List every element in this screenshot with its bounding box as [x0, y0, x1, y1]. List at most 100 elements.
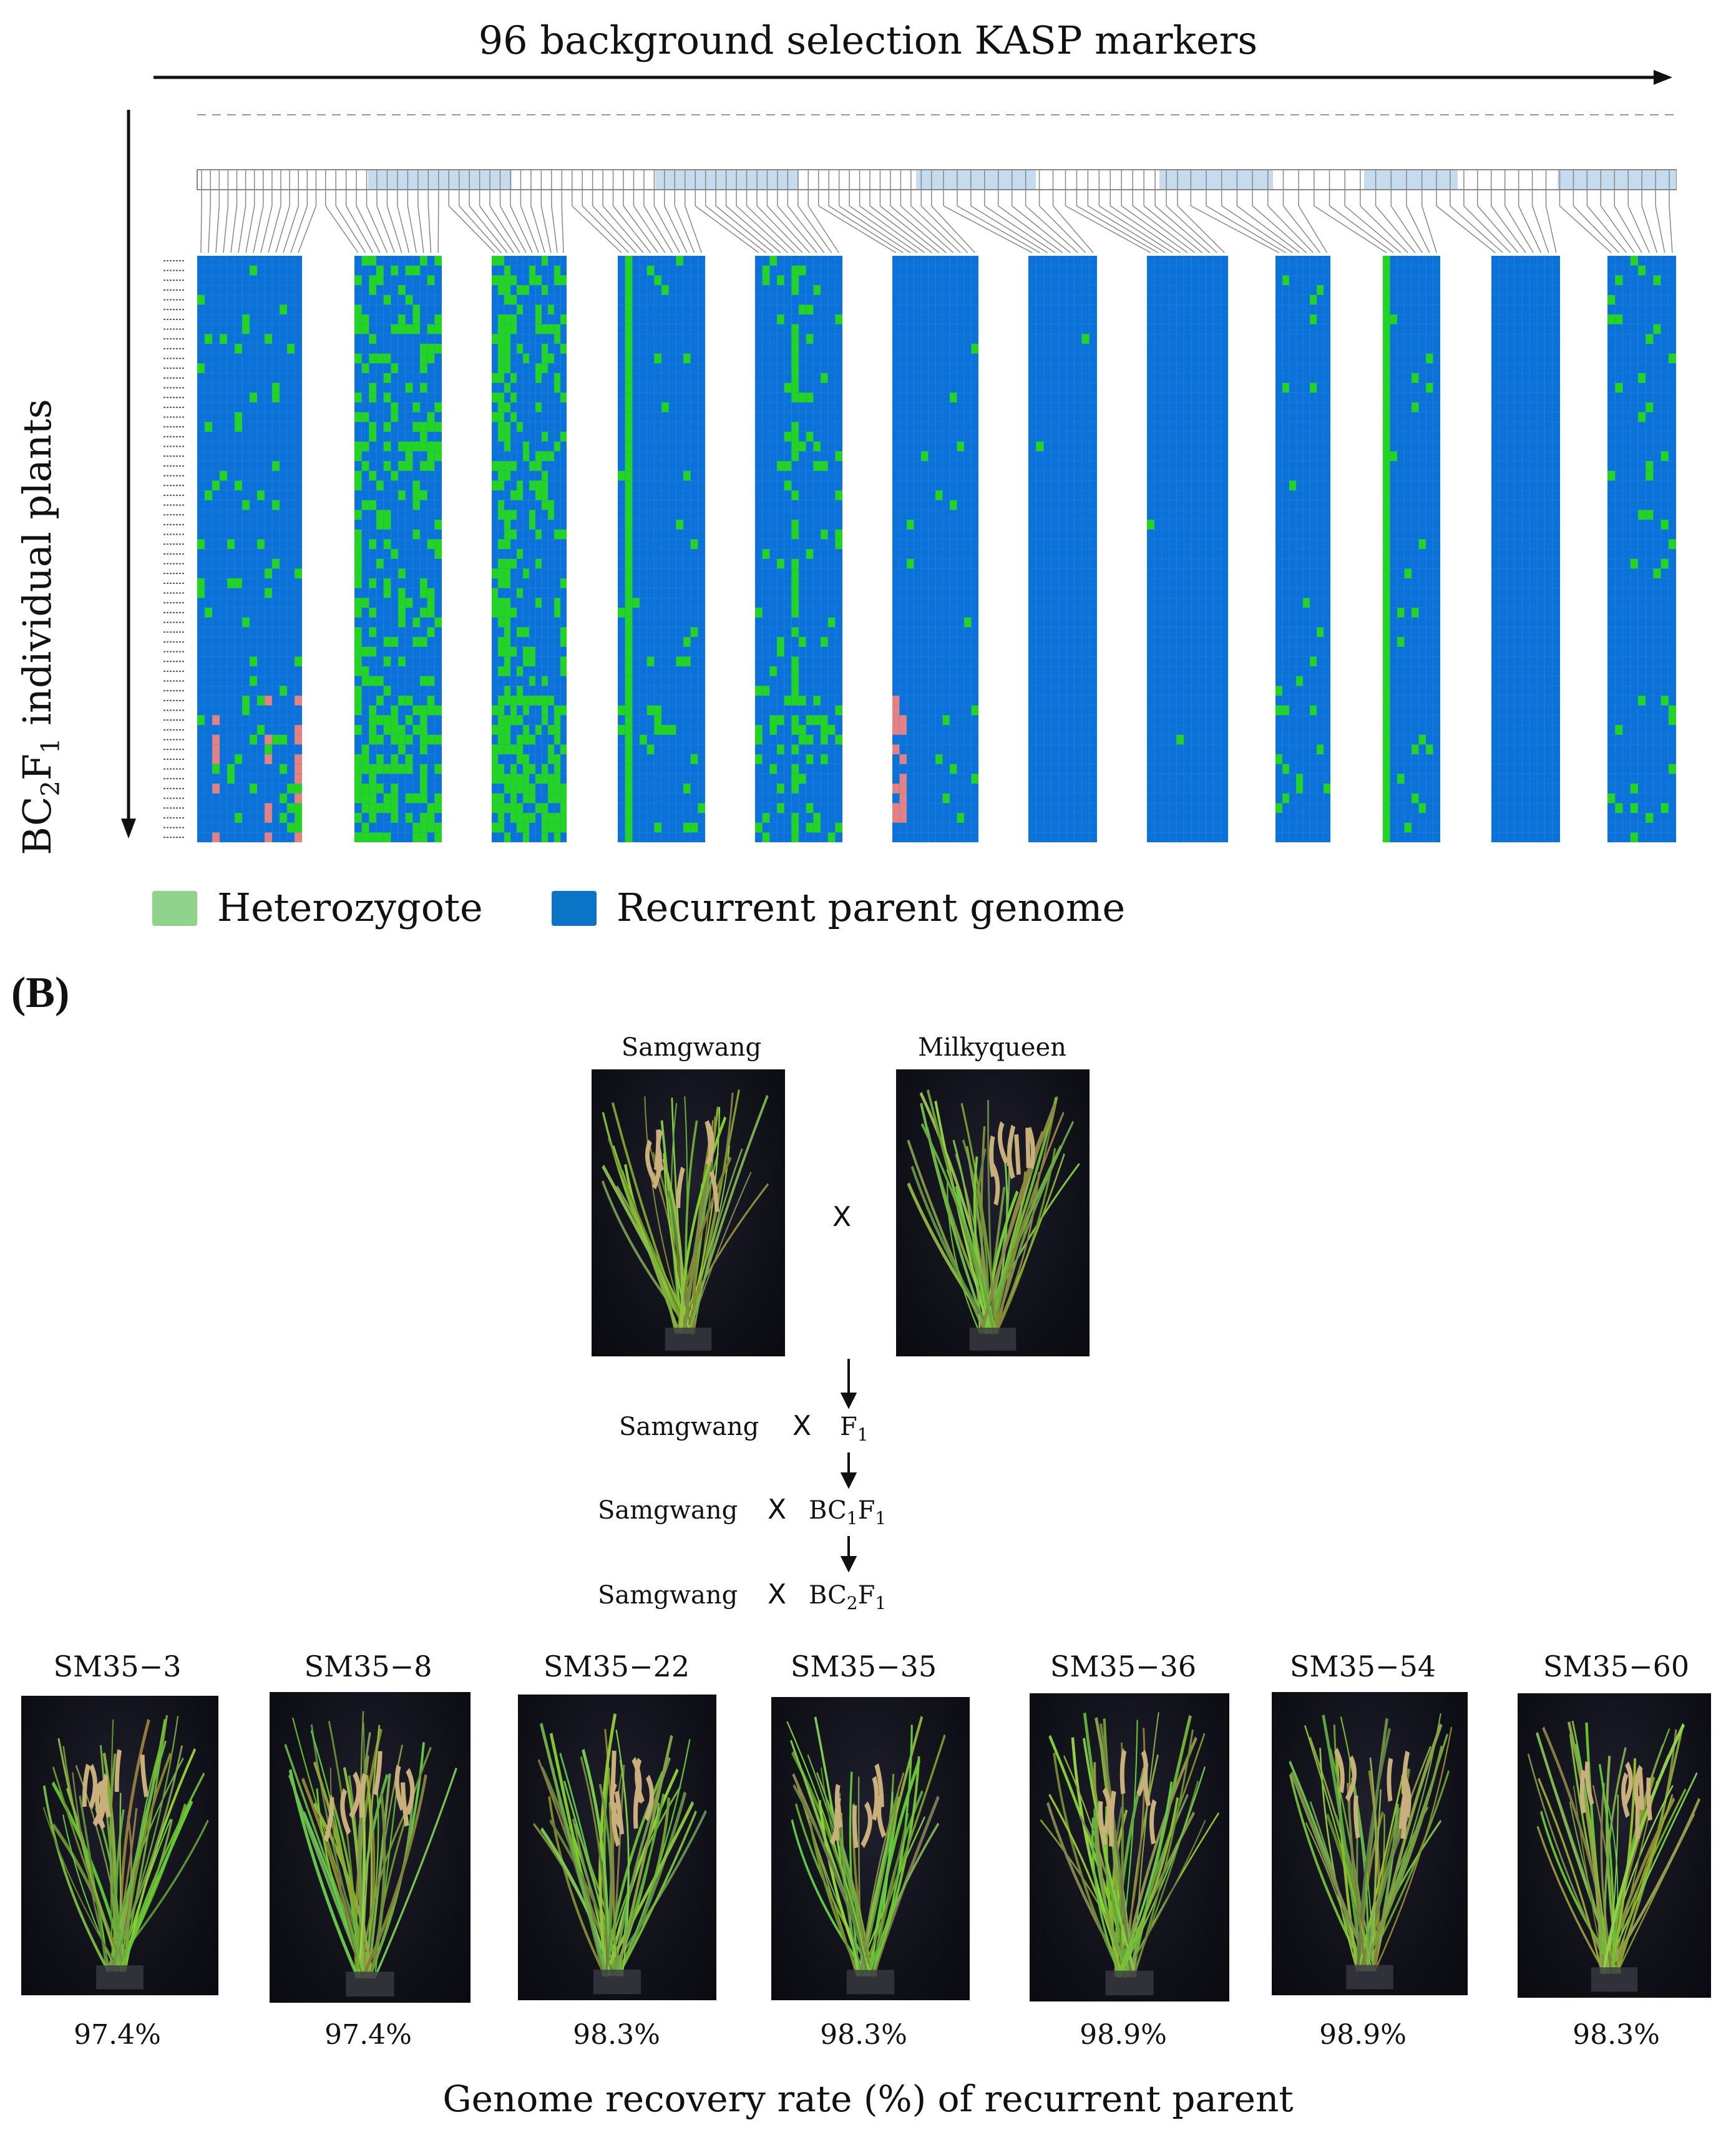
- genotype-cell: [625, 334, 633, 344]
- genotype-cell: [821, 734, 828, 745]
- genotype-cell: [517, 490, 523, 500]
- genotype-cell: [554, 822, 560, 833]
- genotype-cell: [492, 608, 498, 618]
- genotype-cell: [654, 353, 661, 364]
- genotype-cell: [835, 490, 842, 500]
- genotype-cell: [791, 451, 799, 461]
- genotype-cell: [646, 705, 655, 716]
- genotype-cell: [548, 510, 554, 520]
- genotype-cell: [791, 520, 799, 530]
- genotype-cell: [523, 832, 529, 842]
- genotype-cell: [791, 265, 799, 276]
- genotype-cell: [369, 285, 376, 295]
- marker-connector: [469, 205, 508, 253]
- genotype-cell: [821, 725, 828, 735]
- genotype-cell: [427, 461, 435, 471]
- genotype-cell: [420, 813, 427, 823]
- genotype-cell: [1668, 705, 1676, 716]
- genotype-cell: [517, 784, 523, 794]
- genotype-cell: [227, 774, 235, 784]
- genotype-cell: [280, 813, 287, 823]
- genotype-cell: [950, 392, 957, 402]
- genotype-cell: [498, 578, 504, 588]
- marker-connector: [1491, 205, 1526, 253]
- genotype-cell: [535, 324, 542, 334]
- marker-connector: [998, 205, 1063, 253]
- genotype-cell: [690, 822, 698, 833]
- genotype-cell: [690, 539, 698, 549]
- genotype-cell: [646, 656, 655, 666]
- chromosome-segment: [1558, 170, 1676, 189]
- genotype-cell: [272, 558, 280, 569]
- marker-connector: [1052, 205, 1094, 253]
- step-2-generation: BC1F1: [809, 1496, 887, 1529]
- genotype-cell: [354, 793, 362, 804]
- marker-connector: [1039, 205, 1086, 253]
- genotype-cell: [542, 500, 548, 510]
- genotype-cell: [554, 441, 560, 452]
- genotype-cell: [1383, 451, 1390, 461]
- marker-connector: [448, 205, 495, 253]
- genotype-cell: [777, 744, 784, 754]
- genotype-cell: [529, 676, 535, 686]
- genotype-cell: [427, 441, 435, 452]
- genotype-cell: [383, 353, 391, 364]
- genotype-cell: [1289, 480, 1296, 490]
- photo-sm35-54: [1272, 1692, 1468, 1995]
- genotype-cell: [1383, 646, 1390, 657]
- genotype-cell: [398, 725, 406, 735]
- genotype-cell: [791, 813, 799, 823]
- genotype-cell: [420, 744, 427, 754]
- genotype-cell: [265, 754, 272, 764]
- genotype-cell: [420, 705, 427, 716]
- genotype-cell: [625, 617, 633, 628]
- genotype-cell: [354, 470, 362, 481]
- genotype-cell: [548, 822, 554, 833]
- marker-connector: [1559, 205, 1612, 253]
- genotype-cell: [542, 353, 548, 364]
- marker-connector: [356, 205, 381, 253]
- genotype-cell: [361, 412, 369, 422]
- genotype-cell: [434, 422, 442, 432]
- marker-connector: [880, 205, 940, 253]
- genotype-cell: [498, 734, 504, 745]
- genotype-cell: [813, 696, 821, 706]
- genotype-cell: [498, 822, 504, 833]
- marker-connector: [376, 205, 395, 253]
- genotype-cell: [554, 774, 560, 784]
- genotype-cell: [510, 490, 517, 500]
- genotype-cell: [492, 774, 498, 784]
- genotype-cell: [1404, 568, 1412, 578]
- genotype-cell: [383, 793, 391, 804]
- genotype-cell: [791, 344, 799, 354]
- genotype-cell: [295, 813, 302, 823]
- genotype-cell: [242, 500, 250, 510]
- marker-connector: [208, 205, 211, 253]
- genotype-cell: [625, 373, 633, 383]
- genotype-cell: [354, 441, 362, 452]
- recovery-rate: 98.3%: [820, 2019, 907, 2051]
- y-axis-arrow-head-icon: [121, 819, 136, 839]
- genotype-cell: [1630, 784, 1638, 794]
- genotype-cell: [523, 353, 529, 364]
- genotype-cell: [625, 294, 633, 305]
- genotype-cell: [242, 705, 250, 716]
- recovery-rate: 97.4%: [74, 2019, 161, 2051]
- genotype-cell: [398, 441, 406, 452]
- genotype-cell: [361, 363, 369, 373]
- marker-connector: [612, 205, 651, 253]
- chromosome-segment: [655, 170, 799, 189]
- rice-plant-icon: [786, 1716, 946, 1995]
- genotype-cell: [755, 734, 763, 745]
- genotype-cell: [492, 803, 498, 813]
- genotype-cell: [542, 344, 548, 354]
- genotype-cell: [942, 793, 950, 804]
- genotype-cell: [250, 734, 257, 745]
- genotype-cell: [799, 637, 806, 647]
- genotype-cell: [755, 754, 763, 764]
- marker-connector: [1477, 205, 1519, 253]
- genotype-cell: [791, 382, 799, 393]
- legend-heterozygote-swatch: [152, 891, 197, 926]
- genotype-cell: [361, 500, 369, 510]
- genotype-cell: [535, 451, 542, 461]
